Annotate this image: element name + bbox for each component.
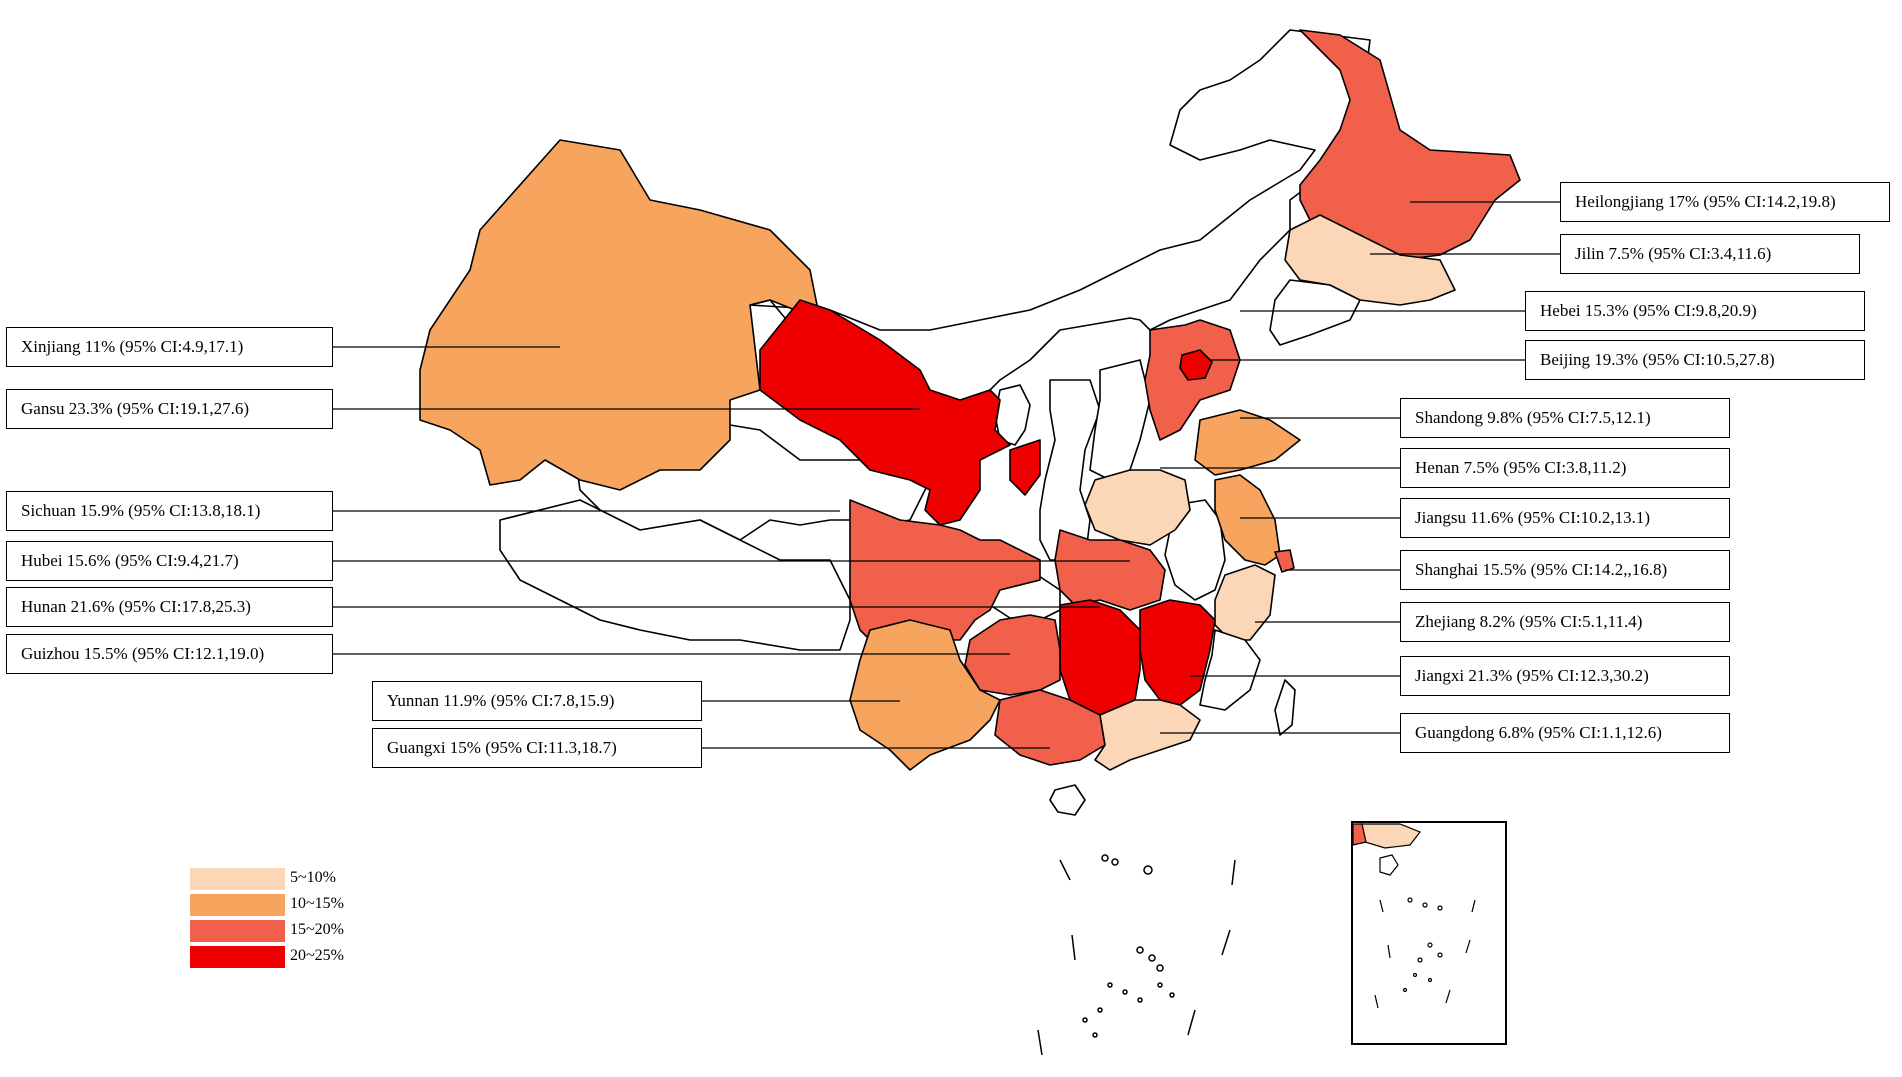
label-jiangxi: Jiangxi 21.3% (95% CI:12.3,30.2): [1400, 656, 1730, 696]
province-anhui: [1164, 499, 1226, 601]
label-hubei: Hubei 15.6% (95% CI:9.4,21.7): [6, 541, 333, 581]
south-sea-inset: [1351, 821, 1507, 1045]
province-beijing: [1179, 349, 1213, 381]
label-yunnan: Yunnan 11.9% (95% CI:7.8,15.9): [372, 681, 702, 721]
legend-label-10-15: 10~15%: [290, 895, 344, 912]
inset-guangxi: [1352, 823, 1367, 846]
legend-swatch-20-25: [190, 946, 285, 968]
province-hunan: [1059, 599, 1141, 716]
province-jiangxi: [1139, 599, 1216, 706]
province-jilin: [1284, 214, 1456, 306]
label-jiangsu: Jiangsu 11.6% (95% CI:10.2,13.1): [1400, 498, 1730, 538]
province-xinjiang: [419, 139, 821, 491]
south-china-sea-islands: [1037, 854, 1236, 1056]
province-hubei: [1054, 529, 1166, 611]
label-guizhou: Guizhou 15.5% (95% CI:12.1,19.0): [6, 634, 333, 674]
province-shandong: [1194, 409, 1301, 476]
province-henan: [1084, 469, 1191, 546]
province-shanxi: [1089, 359, 1151, 481]
leader-lines: [333, 201, 1575, 749]
label-xinjiang: Xinjiang 11% (95% CI:4.9,17.1): [6, 327, 333, 367]
province-jiangsu: [1214, 474, 1281, 566]
legend-label-15-20: 15~20%: [290, 921, 344, 938]
label-guangdong: Guangdong 6.8% (95% CI:1.1,12.6): [1400, 713, 1730, 753]
legend-swatch-5-10: [190, 868, 285, 890]
label-beijing: Beijing 19.3% (95% CI:10.5,27.8): [1525, 340, 1865, 380]
province-guangdong: [1094, 699, 1201, 771]
province-yunnan: [849, 619, 1001, 771]
label-heilongjiang: Heilongjiang 17% (95% CI:14.2,19.8): [1560, 182, 1890, 222]
province-guizhou: [964, 614, 1061, 696]
label-gansu: Gansu 23.3% (95% CI:19.1,27.6): [6, 389, 333, 429]
province-guangxi: [994, 689, 1106, 766]
province-shanghai: [1274, 549, 1295, 573]
label-shanghai: Shanghai 15.5% (95% CI:14.2,,16.8): [1400, 550, 1730, 590]
legend-swatch-15-20: [190, 920, 285, 942]
province-taiwan: [1274, 679, 1296, 736]
label-zhejiang: Zhejiang 8.2% (95% CI:5.1,11.4): [1400, 602, 1730, 642]
legend-label-5-10: 5~10%: [290, 869, 336, 886]
province-zhejiang: [1214, 564, 1276, 641]
legend-swatch-10-15: [190, 894, 285, 916]
inset-hainan: [1379, 854, 1399, 876]
label-hunan: Hunan 21.6% (95% CI:17.8,25.3): [6, 587, 333, 627]
label-henan: Henan 7.5% (95% CI:3.8,11.2): [1400, 448, 1730, 488]
label-hebei: Hebei 15.3% (95% CI:9.8,20.9): [1525, 291, 1865, 331]
province-sichuan: [849, 499, 1041, 661]
legend-label-20-25: 20~25%: [290, 947, 344, 964]
inset-frame: [1351, 821, 1507, 1045]
label-guangxi: Guangxi 15% (95% CI:11.3,18.7): [372, 728, 702, 768]
province-gansu-east: [1009, 439, 1041, 496]
label-sichuan: Sichuan 15.9% (95% CI:13.8,18.1): [6, 491, 333, 531]
province-gansu: [759, 299, 1011, 526]
label-jilin: Jilin 7.5% (95% CI:3.4,11.6): [1560, 234, 1860, 274]
province-tibet: [499, 499, 851, 651]
province-hainan: [1049, 784, 1086, 816]
label-shandong: Shandong 9.8% (95% CI:7.5,12.1): [1400, 398, 1730, 438]
province-fujian: [1199, 629, 1261, 711]
